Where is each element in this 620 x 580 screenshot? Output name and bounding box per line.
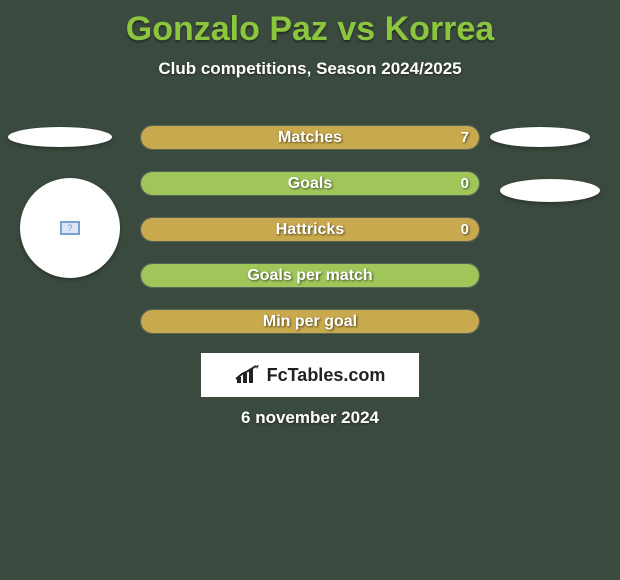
stat-row: Hattricks0 xyxy=(140,217,480,242)
brand-badge[interactable]: FcTables.com xyxy=(201,353,419,397)
brand-chart-icon xyxy=(235,365,261,385)
stat-row: Goals per match xyxy=(140,263,480,288)
stat-value-right: 7 xyxy=(461,126,469,149)
avatar-placeholder-icon: ? xyxy=(60,221,80,235)
player-right-pill xyxy=(490,127,590,147)
stat-row: Min per goal xyxy=(140,309,480,334)
stat-row: Matches7 xyxy=(140,125,480,150)
page-title: Gonzalo Paz vs Korrea xyxy=(0,0,620,49)
stat-label: Hattricks xyxy=(141,218,479,241)
brand-text: FcTables.com xyxy=(267,365,386,386)
stat-label: Min per goal xyxy=(141,310,479,333)
date-text: 6 november 2024 xyxy=(0,408,620,428)
player-right-pill-2 xyxy=(500,179,600,202)
stat-label: Goals per match xyxy=(141,264,479,287)
page-subtitle: Club competitions, Season 2024/2025 xyxy=(0,59,620,79)
player-left-pill xyxy=(8,127,112,147)
stat-label: Matches xyxy=(141,126,479,149)
stat-row: Goals0 xyxy=(140,171,480,196)
stats-rows: Matches7Goals0Hattricks0Goals per matchM… xyxy=(140,125,480,355)
stat-label: Goals xyxy=(141,172,479,195)
player-left-avatar: ? xyxy=(20,178,120,278)
stat-value-right: 0 xyxy=(461,218,469,241)
stat-value-right: 0 xyxy=(461,172,469,195)
